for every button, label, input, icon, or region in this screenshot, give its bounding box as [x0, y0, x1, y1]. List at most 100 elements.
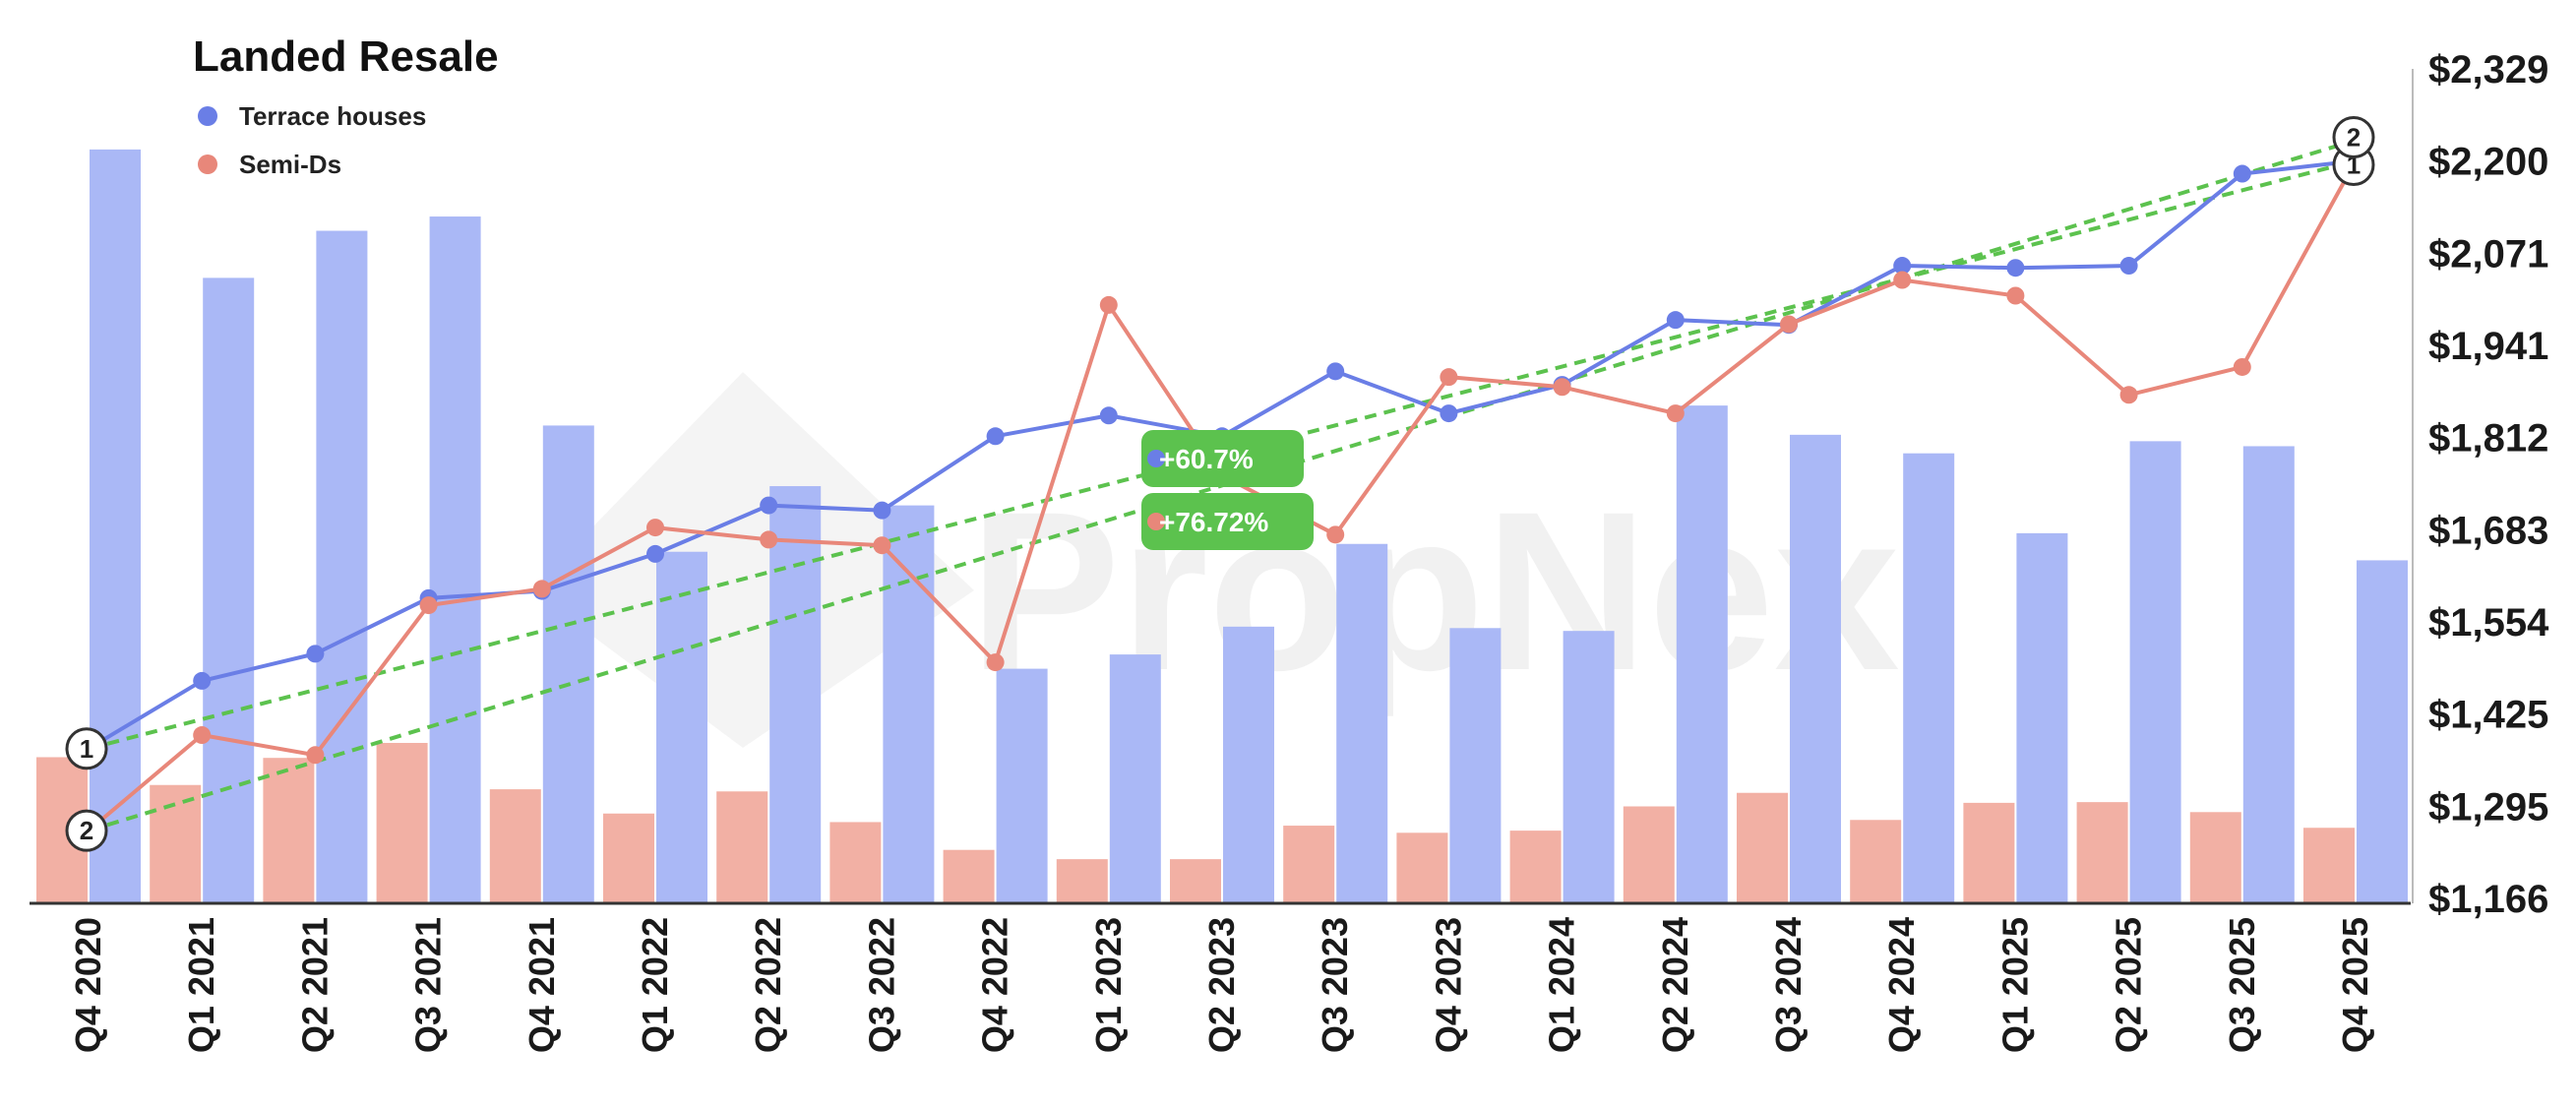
terrace-volume-bar-6 [769, 486, 822, 903]
x-tick-label-8: Q4 2022 [975, 917, 1015, 1053]
semids-point-5 [646, 519, 664, 537]
semids-point-6 [760, 530, 778, 549]
terrace-point-17 [2006, 259, 2025, 277]
semids-volume-bar-17 [1963, 802, 2015, 903]
watermark-logo-diamond [531, 372, 974, 748]
x-tick-label-0: Q4 2020 [68, 917, 108, 1053]
terrace-volume-bar-1 [203, 277, 255, 903]
x-axis-ticks: Q4 2020 Q1 2021 Q2 2021 Q3 2021 Q4 2021 Q1 20… [68, 917, 2375, 1053]
terrace-volume-bar-4 [542, 425, 594, 903]
x-tick-label-6: Q2 2022 [748, 917, 788, 1053]
y-tick-label-7: $1,425 [2428, 694, 2548, 737]
y-tick-label-4: $1,812 [2428, 417, 2548, 461]
terrace-volume-bar-16 [1903, 453, 1955, 903]
terrace-point-6 [760, 496, 778, 515]
semids-volume-bar-13 [1509, 831, 1562, 903]
x-tick-label-2: Q2 2021 [294, 917, 335, 1053]
watermark-text: PropNex [969, 464, 1900, 717]
change-badge-dot-0 [1147, 450, 1165, 467]
x-tick-label-11: Q3 2023 [1315, 917, 1355, 1053]
terrace-point-1 [193, 671, 212, 690]
x-tick-label-13: Q1 2024 [1542, 917, 1582, 1053]
terrace-point-5 [646, 544, 664, 563]
semids-volume-bar-10 [1170, 859, 1221, 903]
terrace-point-2 [306, 645, 325, 663]
terrace-volume-bar-13 [1563, 631, 1615, 903]
y-tick-label-0: $2,329 [2428, 48, 2548, 92]
terrace-volume-bar-17 [2016, 532, 2068, 903]
x-tick-label-3: Q3 2021 [408, 917, 449, 1053]
semids-volume-bar-19 [2189, 812, 2241, 903]
semids-point-14 [1666, 404, 1685, 423]
semids-volume-bar-3 [376, 742, 428, 903]
semids-volume-bar-5 [603, 813, 654, 903]
y-tick-label-5: $1,683 [2428, 509, 2548, 552]
y-tick-label-2: $2,071 [2428, 232, 2548, 276]
chart-title: Landed Resale [193, 32, 499, 81]
trend-marker-end-1 [2332, 115, 2375, 158]
change-badge-bg-1 [1141, 493, 1314, 550]
y-tick-label-6: $1,554 [2428, 601, 2549, 645]
axes-layer [30, 69, 2414, 905]
x-tick-label-10: Q2 2023 [1201, 917, 1242, 1053]
semids-point-1 [193, 726, 212, 745]
terrace-volume-bar-18 [2129, 441, 2181, 903]
legend: Terrace houses Semi-Ds [198, 101, 426, 179]
terrace-volume-bar-3 [429, 216, 481, 904]
change-badges: +60.7% +76.72% [1141, 430, 1314, 550]
x-tick-label-1: Q1 2021 [181, 917, 221, 1053]
semids-point-17 [2006, 286, 2025, 305]
terrace-volume-bar-0 [90, 149, 141, 904]
x-tick-label-19: Q3 2025 [2222, 917, 2262, 1053]
semids-volume-bar-7 [829, 822, 882, 903]
semids-volume-bar-6 [716, 791, 768, 903]
x-tick-label-18: Q2 2025 [2109, 917, 2149, 1053]
terrace-volume-bar-20 [2357, 560, 2408, 903]
legend-swatch-semids [198, 154, 217, 174]
semids-volume-bar-15 [1737, 792, 1788, 903]
y-tick-label-1: $2,200 [2428, 141, 2548, 184]
semids-volume-bar-18 [2076, 802, 2128, 903]
terrace-volume-bar-15 [1790, 434, 1841, 903]
trend-marker-start-0 [65, 727, 108, 770]
trend-marker-label-start-0: 1 [80, 734, 93, 764]
semids-point-12 [1440, 368, 1458, 387]
terrace-volume-bar-12 [1449, 628, 1502, 903]
semids-volume-bar-4 [489, 789, 541, 903]
x-tick-label-20: Q4 2025 [2335, 917, 2375, 1053]
y-tick-label-9: $1,166 [2428, 878, 2548, 921]
semids-point-16 [1893, 271, 1912, 289]
semids-volume-bar-20 [2303, 828, 2355, 903]
semids-volume-bar-14 [1623, 806, 1675, 903]
x-tick-label-14: Q2 2024 [1655, 917, 1695, 1053]
semids-volume-bar-8 [943, 849, 995, 903]
terrace-volume-bar-9 [1109, 654, 1161, 903]
x-tick-label-4: Q4 2021 [521, 917, 562, 1053]
terrace-volume-bar-5 [656, 551, 707, 903]
change-badge-label-0: +60.7% [1159, 444, 1254, 474]
semids-point-2 [306, 746, 325, 765]
x-tick-label-5: Q1 2022 [635, 917, 675, 1053]
semids-point-8 [986, 653, 1005, 672]
terrace-point-18 [2119, 257, 2138, 276]
semids-point-13 [1553, 378, 1571, 397]
semids-point-19 [2233, 357, 2251, 376]
semids-point-15 [1780, 315, 1798, 334]
legend-label-semids: Semi-Ds [239, 150, 341, 179]
terrace-point-9 [1099, 406, 1118, 425]
legend-swatch-terrace [198, 106, 217, 126]
x-tick-label-17: Q1 2025 [1994, 917, 2035, 1053]
terrace-point-7 [873, 501, 891, 520]
semids-volume-bar-16 [1850, 820, 1902, 903]
y-axis-ticks: $2,329 $2,200 $2,071 $1,941 $1,812 $1,683 $1,5… [2428, 48, 2549, 921]
semids-point-11 [1326, 525, 1345, 544]
semids-point-7 [873, 536, 891, 555]
semids-volume-bar-11 [1283, 826, 1335, 903]
terrace-volume-bar-8 [996, 668, 1048, 903]
legend-label-terrace: Terrace houses [239, 101, 426, 131]
semids-point-3 [419, 596, 438, 615]
terrace-point-14 [1666, 311, 1685, 330]
terrace-point-12 [1440, 404, 1458, 423]
